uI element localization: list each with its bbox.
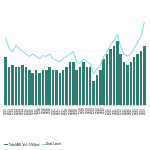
Bar	[8, 67, 10, 105]
Bar	[58, 73, 61, 105]
Bar	[42, 70, 44, 105]
Bar	[140, 51, 142, 105]
Bar	[136, 54, 139, 105]
Bar	[62, 70, 64, 105]
Bar	[85, 67, 88, 105]
Bar	[123, 62, 125, 105]
Bar	[133, 57, 135, 105]
Bar	[96, 75, 98, 105]
Bar	[129, 62, 132, 105]
Bar	[119, 54, 122, 105]
Legend: Total ABL Vol. (US$bn), Deal Count: Total ABL Vol. (US$bn), Deal Count	[4, 142, 61, 146]
Bar	[72, 62, 75, 105]
Bar	[38, 73, 41, 105]
Bar	[89, 67, 91, 105]
Bar	[92, 81, 95, 105]
Bar	[45, 70, 48, 105]
Bar	[11, 65, 14, 105]
Bar	[18, 67, 21, 105]
Bar	[28, 70, 31, 105]
Bar	[35, 70, 37, 105]
Bar	[109, 49, 112, 105]
Bar	[79, 67, 81, 105]
Bar	[102, 59, 105, 105]
Bar	[116, 41, 118, 105]
Bar	[4, 57, 7, 105]
Bar	[55, 70, 58, 105]
Bar	[15, 67, 17, 105]
Bar	[82, 62, 85, 105]
Bar	[21, 65, 24, 105]
Bar	[106, 54, 108, 105]
Bar	[113, 46, 115, 105]
Bar	[25, 67, 27, 105]
Bar	[32, 73, 34, 105]
Bar	[69, 62, 71, 105]
Bar	[126, 65, 129, 105]
Bar	[99, 70, 102, 105]
Bar	[143, 46, 146, 105]
Bar	[65, 67, 68, 105]
Bar	[75, 70, 78, 105]
Bar	[52, 70, 54, 105]
Bar	[48, 67, 51, 105]
